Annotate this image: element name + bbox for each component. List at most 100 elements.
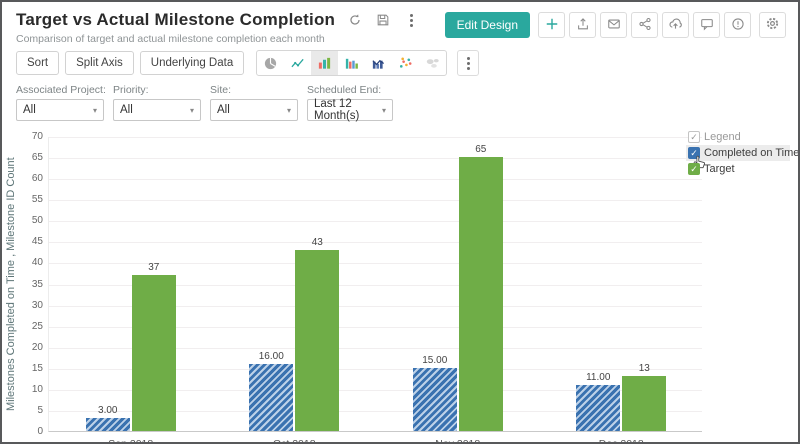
chevron-down-icon: ▾ [189, 105, 194, 115]
y-tick-label: 10 [31, 383, 43, 395]
sort-button[interactable]: Sort [16, 51, 60, 75]
bar-value-label: 3.00 [98, 405, 118, 417]
alert-icon [731, 17, 745, 34]
add-button[interactable] [538, 12, 565, 38]
x-tick-label: Sep 2018 [108, 438, 154, 444]
share-button[interactable] [631, 12, 658, 38]
completed-on-time-checkbox[interactable]: ✓ [688, 147, 700, 159]
scatter-chart-icon[interactable] [392, 51, 419, 75]
legend-header: ✓ Legend [686, 129, 790, 145]
combo-chart-icon[interactable] [365, 51, 392, 75]
bar-target-dec-2018[interactable] [622, 376, 667, 431]
alert-button[interactable] [724, 12, 751, 38]
legend-checkbox[interactable]: ✓ [688, 131, 700, 143]
associated-project-filter[interactable]: All ▾ [16, 99, 104, 121]
priority-label: Priority: [113, 84, 149, 96]
header: Target vs Actual Milestone Completion Co… [2, 2, 798, 45]
bar-chart: Milestones Completed on Time , Milestone… [2, 125, 798, 442]
y-tick-label: 45 [31, 236, 43, 248]
y-tick-label: 25 [31, 320, 43, 332]
chevron-down-icon: ▾ [381, 105, 386, 115]
map-chart-icon[interactable] [419, 51, 446, 75]
y-tick-label: 65 [31, 152, 43, 164]
bar-value-label: 43 [311, 236, 323, 248]
chart-type-selector [256, 50, 448, 76]
bar-value-label: 65 [475, 144, 487, 156]
email-button[interactable] [600, 12, 627, 38]
scheduled-end-filter[interactable]: Last 12 Month(s) ▾ [307, 98, 393, 122]
upload-button[interactable] [662, 12, 689, 38]
underlying-data-button[interactable]: Underlying Data [139, 51, 245, 75]
gridline [49, 179, 702, 181]
share-icon [638, 17, 652, 34]
y-tick-label: 20 [31, 341, 43, 353]
x-tick-label: Dec 2018 [598, 438, 644, 444]
bar-completed-on-time-oct-2018[interactable] [249, 363, 294, 431]
page-subtitle: Comparison of target and actual mileston… [16, 33, 325, 45]
bar-target-nov-2018[interactable] [458, 157, 503, 431]
x-tick-label: Oct 2018 [272, 438, 316, 444]
gridline [49, 389, 702, 391]
legend-panel: ✓ Legend ✓ Completed on Time ✓ Target [686, 129, 798, 177]
site-filter[interactable]: All ▾ [210, 99, 298, 121]
gridline [49, 326, 702, 328]
plus-icon [545, 17, 559, 34]
more-chart-types-button[interactable] [457, 50, 480, 76]
chevron-down-icon: ▾ [92, 105, 97, 115]
bar-target-oct-2018[interactable] [295, 249, 340, 431]
y-tick-label: 15 [31, 362, 43, 374]
mail-icon [607, 17, 621, 34]
associated-project-label: Associated Project: [16, 84, 106, 96]
legend-item-target[interactable]: ✓ Target [686, 161, 790, 177]
bar-completed-on-time-sep-2018[interactable] [85, 418, 130, 431]
settings-button[interactable] [759, 12, 786, 38]
header-actions: Edit Design [444, 10, 786, 38]
legend-item-completed-on-time[interactable]: ✓ Completed on Time [686, 145, 798, 169]
split-axis-button[interactable]: Split Axis [65, 51, 134, 75]
y-tick-label: 55 [31, 194, 43, 206]
export-button[interactable] [569, 12, 596, 38]
target-checkbox[interactable]: ✓ [688, 163, 700, 175]
bar-value-label: 16.00 [258, 350, 284, 362]
gridline [49, 158, 702, 160]
bar-value-label: 11.00 [586, 371, 611, 383]
bar-target-sep-2018[interactable] [131, 275, 176, 431]
more-chart-types-icon [466, 56, 470, 70]
refresh-icon[interactable] [347, 12, 363, 28]
x-tick-label: Nov 2018 [435, 438, 481, 444]
y-tick-label: 5 [37, 404, 43, 416]
bar-chart-icon[interactable] [311, 51, 339, 75]
cloud-upload-icon [668, 16, 683, 34]
chevron-down-icon: ▾ [286, 105, 291, 115]
y-tick-label: 50 [31, 215, 43, 227]
export-icon [576, 17, 590, 34]
y-tick-label: 30 [31, 299, 43, 311]
bar-completed-on-time-dec-2018[interactable] [576, 384, 621, 431]
plot-area: 0 5 10 15 20 25 30 35 40 45 50 55 60 65 70 3.00 37 Sep 20… [32, 131, 702, 442]
bar-completed-on-time-nov-2018[interactable] [412, 367, 457, 431]
y-tick-label: 40 [31, 257, 43, 269]
y-tick-label: 60 [31, 173, 43, 185]
save-icon[interactable] [375, 12, 391, 28]
comment-icon [700, 17, 714, 34]
gridline [49, 242, 702, 244]
gridline [49, 137, 702, 138]
pie-chart-icon[interactable] [257, 51, 284, 75]
title-more-menu-icon[interactable] [403, 12, 419, 28]
scheduled-end-label: Scheduled End: [307, 84, 382, 96]
edit-design-button[interactable]: Edit Design [444, 12, 530, 38]
gridline [49, 284, 702, 286]
gridline [49, 305, 702, 307]
gridline [49, 347, 702, 349]
line-chart-icon[interactable] [284, 51, 311, 75]
priority-filter[interactable]: All ▾ [113, 99, 201, 121]
page-title: Target vs Actual Milestone Completion [16, 10, 336, 29]
comment-button[interactable] [693, 12, 720, 38]
grouped-bar-chart-icon[interactable] [338, 51, 365, 75]
y-tick-label: 70 [31, 131, 43, 142]
bar-value-label: 15.00 [422, 354, 448, 366]
gridline [49, 263, 702, 265]
filters-bar: Associated Project: All ▾ Priority: All ▾ … [16, 84, 784, 122]
gridline [49, 410, 702, 412]
